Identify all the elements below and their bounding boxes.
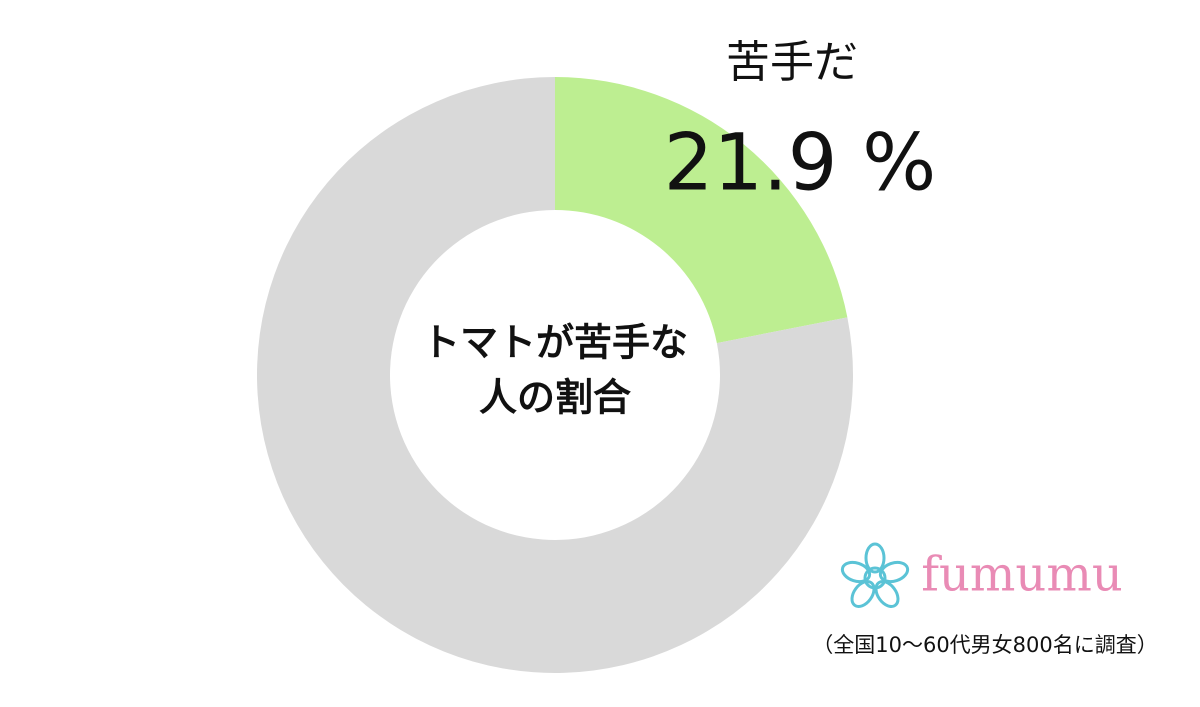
- logo-petal: [874, 579, 900, 609]
- note: （全国10～60代男女800名に調査）: [812, 633, 1158, 657]
- logo-petal: [878, 560, 910, 584]
- brand: fumumu: [921, 547, 1123, 603]
- center-title: トマトが苦手な: [422, 321, 688, 365]
- donut-slice: [256, 77, 853, 673]
- logo-icon: [840, 542, 910, 609]
- value-label: 21.9 %: [664, 118, 937, 208]
- donut: [256, 77, 853, 673]
- donut-slice: [555, 77, 848, 344]
- logo-petal: [864, 542, 886, 574]
- logo-petal: [840, 560, 872, 584]
- center-title: 人の割合: [479, 376, 631, 420]
- category-label: 苦手だ: [726, 37, 858, 88]
- logo-petal: [850, 579, 876, 609]
